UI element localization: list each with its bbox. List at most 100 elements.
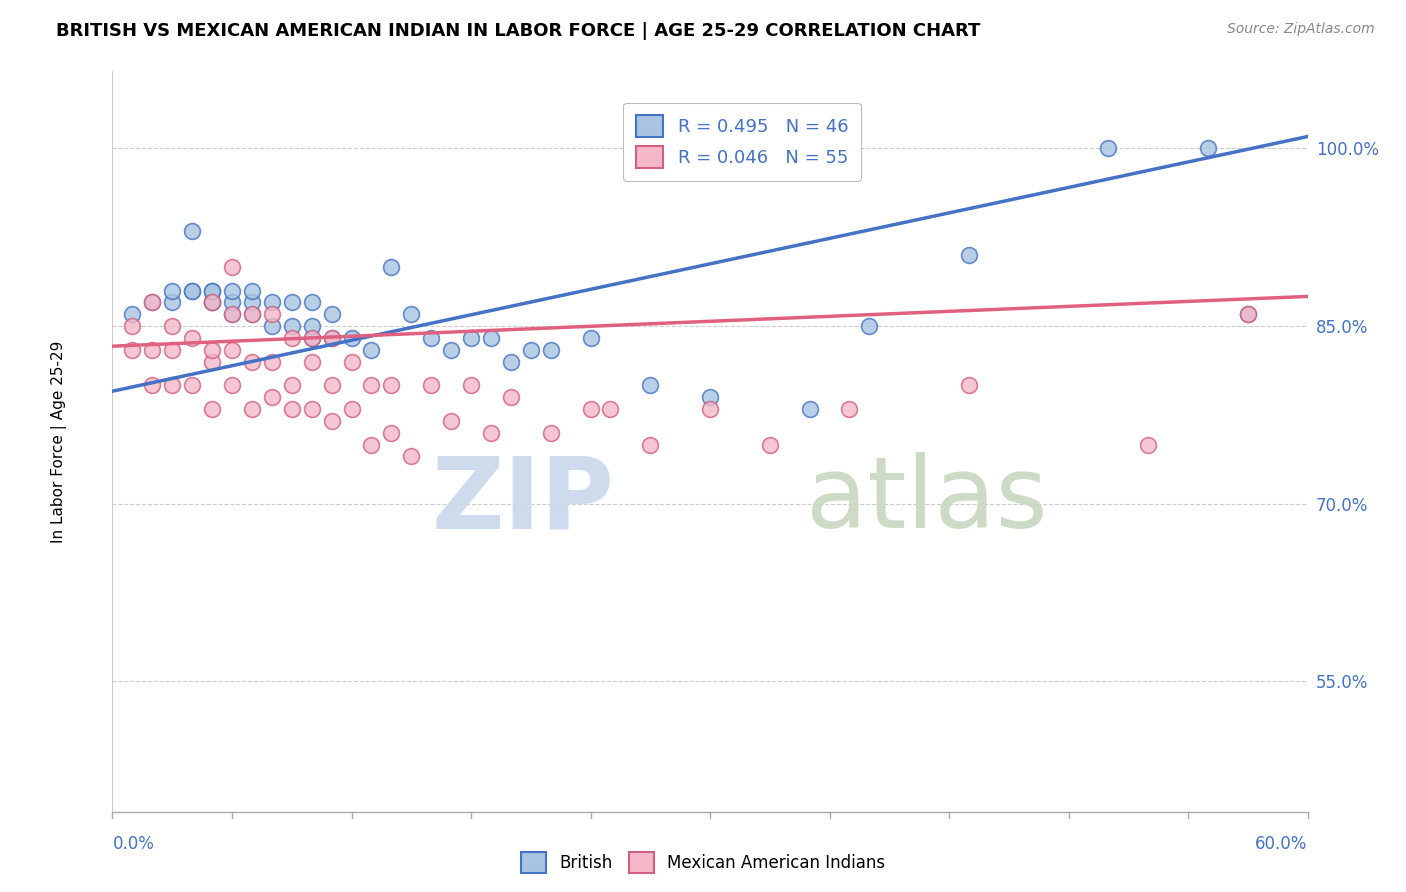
Point [240, 354, 263, 368]
Point [579, 401, 602, 416]
Point [360, 378, 382, 392]
Text: BRITISH VS MEXICAN AMERICAN INDIAN IN LABOR FORCE | AGE 25-29 CORRELATION CHART: BRITISH VS MEXICAN AMERICAN INDIAN IN LA… [56, 22, 980, 40]
Point [201, 401, 224, 416]
Point [281, 401, 304, 416]
Point [380, 425, 402, 440]
Point [499, 354, 522, 368]
Point [260, 390, 283, 404]
Point [479, 425, 502, 440]
Point [181, 284, 204, 298]
Point [221, 307, 243, 321]
Point [201, 343, 224, 357]
Point [221, 378, 243, 392]
Point [838, 401, 860, 416]
Point [540, 343, 562, 357]
Point [281, 295, 304, 310]
Point [360, 437, 382, 451]
Legend: R = 0.495   N = 46, R = 0.046   N = 55: R = 0.495 N = 46, R = 0.046 N = 55 [623, 103, 860, 181]
Point [401, 450, 423, 464]
Point [340, 401, 363, 416]
Text: In Labor Force | Age 25-29: In Labor Force | Age 25-29 [51, 341, 66, 542]
Point [640, 378, 662, 392]
Point [141, 378, 163, 392]
Point [321, 331, 343, 345]
Point [479, 331, 502, 345]
Point [579, 331, 602, 345]
Point [321, 331, 343, 345]
Point [499, 390, 522, 404]
Point [260, 319, 283, 334]
Point [640, 437, 662, 451]
Point [240, 307, 263, 321]
Point [699, 390, 721, 404]
Point [281, 378, 304, 392]
Point [181, 378, 204, 392]
Point [957, 248, 980, 262]
Point [1097, 141, 1119, 155]
Point [540, 425, 562, 440]
Point [301, 401, 323, 416]
Point [201, 295, 224, 310]
Point [201, 354, 224, 368]
Point [201, 295, 224, 310]
Point [121, 343, 143, 357]
Point [380, 378, 402, 392]
Point [460, 378, 482, 392]
Point [181, 224, 204, 238]
Point [121, 307, 143, 321]
Text: 0.0%: 0.0% [112, 836, 155, 854]
Point [360, 343, 382, 357]
Point [181, 331, 204, 345]
Point [181, 284, 204, 298]
Point [401, 307, 423, 321]
Point [301, 295, 323, 310]
Point [162, 295, 183, 310]
Point [221, 343, 243, 357]
Point [440, 414, 463, 428]
Point [240, 295, 263, 310]
Point [301, 331, 323, 345]
Point [260, 295, 283, 310]
Point [420, 378, 443, 392]
Point [162, 378, 183, 392]
Point [221, 307, 243, 321]
Point [420, 331, 443, 345]
Point [281, 319, 304, 334]
Point [141, 343, 163, 357]
Point [599, 401, 621, 416]
Point [1237, 307, 1260, 321]
Text: Source: ZipAtlas.com: Source: ZipAtlas.com [1227, 22, 1375, 37]
Point [240, 284, 263, 298]
Point [221, 260, 243, 274]
Point [260, 307, 283, 321]
Point [141, 295, 163, 310]
Point [141, 295, 163, 310]
Point [340, 354, 363, 368]
Point [858, 319, 880, 334]
Point [201, 295, 224, 310]
Point [162, 319, 183, 334]
Point [301, 331, 323, 345]
Point [301, 319, 323, 334]
Point [460, 331, 482, 345]
Point [321, 378, 343, 392]
Point [221, 284, 243, 298]
Point [221, 295, 243, 310]
Point [121, 319, 143, 334]
Point [201, 284, 224, 298]
Point [321, 307, 343, 321]
Text: atlas: atlas [806, 452, 1047, 549]
Point [201, 284, 224, 298]
Point [440, 343, 463, 357]
Text: ZIP: ZIP [432, 452, 614, 549]
Point [321, 414, 343, 428]
Point [1237, 307, 1260, 321]
Point [1197, 141, 1219, 155]
Point [240, 401, 263, 416]
Point [301, 354, 323, 368]
Point [699, 401, 721, 416]
Point [1137, 437, 1160, 451]
Point [281, 331, 304, 345]
Point [520, 343, 543, 357]
Text: 60.0%: 60.0% [1256, 836, 1308, 854]
